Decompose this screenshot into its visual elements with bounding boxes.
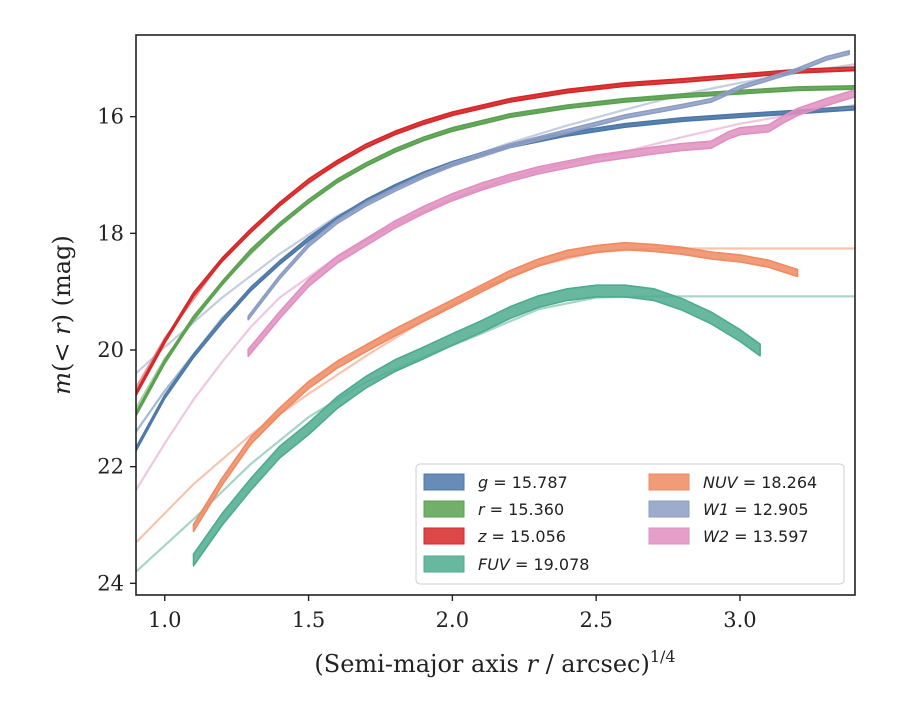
series-band-fuv xyxy=(192,284,761,567)
legend-swatch-nuv xyxy=(648,473,690,491)
legend-symbol-r: r xyxy=(478,500,486,519)
y-tick-label: 20 xyxy=(97,338,124,362)
x-axis-label: (Semi-major axis r / arcsec)1/4 xyxy=(314,647,675,678)
legend-symbol-fuv: FUV xyxy=(478,555,511,574)
y-axis-label-paren: (< xyxy=(48,335,76,372)
legend-value-g: = 15.787 xyxy=(488,473,568,492)
series-band-z xyxy=(136,66,855,397)
legend-symbol-g: g xyxy=(478,473,488,492)
series-band-g xyxy=(136,105,855,452)
y-tick-label: 18 xyxy=(97,221,124,245)
legend-box xyxy=(415,463,845,585)
legend-value-r: = 15.360 xyxy=(485,500,565,519)
legend-swatch-w1 xyxy=(648,500,690,518)
x-tick-label: 3.0 xyxy=(723,608,756,632)
legend-swatch-r xyxy=(423,500,465,518)
legend-value-z: = 15.056 xyxy=(486,527,566,546)
legend-label-g: g = 15.787 xyxy=(478,473,568,492)
legend-symbol-w1: W1 xyxy=(703,500,729,519)
y-tick-label: 22 xyxy=(97,455,124,479)
series-layer xyxy=(136,50,855,573)
y-axis-ticks: 16 18 20 22 24 xyxy=(97,105,136,595)
legend-label-z: z = 15.056 xyxy=(477,527,566,546)
series-band-nuv xyxy=(192,241,799,533)
legend-value-w1: = 12.905 xyxy=(729,500,809,519)
x-axis-ticks: 1.0 1.5 2.0 2.5 3.0 xyxy=(148,595,757,632)
series-band-w2 xyxy=(247,89,855,358)
y-axis-label-tail: ) (mag) xyxy=(48,235,76,323)
y-tick-label: 16 xyxy=(97,105,124,129)
legend-swatch-z xyxy=(423,527,465,545)
y-axis-label: m(< r) (mag) xyxy=(48,235,76,395)
legend-value-fuv: = 19.078 xyxy=(510,555,590,574)
plot-frame xyxy=(135,34,856,596)
y-axis-label-var: r xyxy=(48,322,76,335)
legend-symbol-nuv: NUV xyxy=(703,473,739,492)
x-tick-label: 1.5 xyxy=(292,608,325,632)
legend-label-w1: W1 = 12.905 xyxy=(703,500,809,519)
legend-swatch-w2 xyxy=(648,527,690,545)
x-axis-label-var: r xyxy=(526,650,539,678)
legend-swatch-fuv xyxy=(423,555,465,573)
x-axis-label-tail: / arcsec) xyxy=(538,650,650,678)
legend-symbol-z: z xyxy=(477,527,487,546)
legend-value-w2: = 13.597 xyxy=(729,527,809,546)
y-axis-label-main: m xyxy=(48,372,76,395)
series-band-w1 xyxy=(247,50,850,321)
legend-label-r: r = 15.360 xyxy=(478,500,564,519)
x-tick-label: 2.0 xyxy=(436,608,469,632)
legend-swatch-g xyxy=(423,473,465,491)
legend-symbol-w2: W2 xyxy=(703,527,729,546)
x-axis-label-sup: 1/4 xyxy=(650,647,676,666)
series-band-r xyxy=(136,85,855,417)
legend-label-nuv: NUV = 18.264 xyxy=(703,473,817,492)
x-axis-label-main: (Semi-major axis xyxy=(314,650,526,678)
y-tick-label: 24 xyxy=(97,571,124,595)
series-model-g xyxy=(136,108,855,433)
x-tick-label: 1.0 xyxy=(148,608,181,632)
legend-label-w2: W2 = 13.597 xyxy=(703,527,809,546)
legend-value-nuv: = 18.264 xyxy=(738,473,818,492)
x-tick-label: 2.5 xyxy=(579,608,612,632)
legend-label-fuv: FUV = 19.078 xyxy=(478,555,589,574)
